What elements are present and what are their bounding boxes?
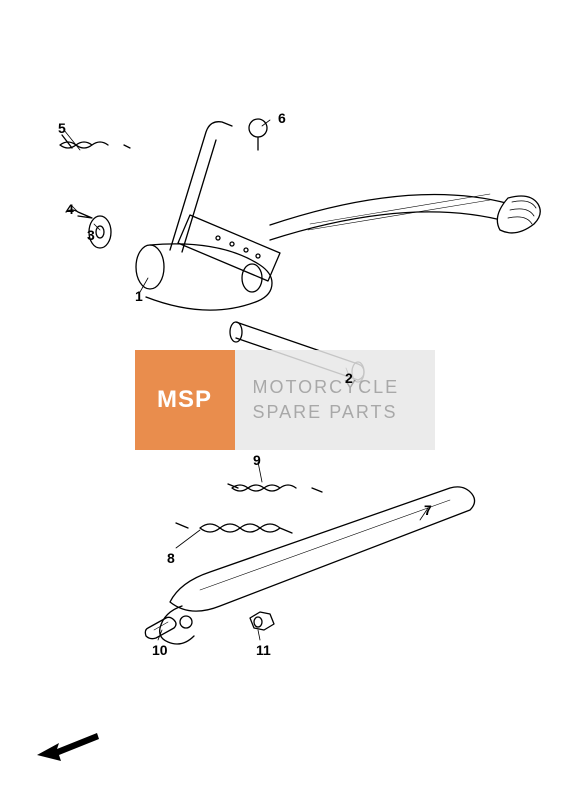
callout-10: 10 [152,642,168,658]
callout-2: 2 [345,370,353,386]
watermark-logo: MSP [135,350,235,450]
watermark-logo-text: MSP [157,386,212,414]
callout-7: 7 [424,502,432,518]
callout-4: 4 [66,201,74,217]
callout-3: 3 [87,227,95,243]
watermark-line1: MOTORCYCLE [253,375,435,400]
watermark-line2: SPARE PARTS [253,400,435,425]
callout-9: 9 [253,452,261,468]
parts-diagram: MSP MOTORCYCLE SPARE PARTS 1 2 3 4 5 6 7… [0,0,569,800]
callout-8: 8 [167,550,175,566]
watermark-panel: MSP MOTORCYCLE SPARE PARTS [135,350,435,450]
direction-arrow-icon [35,725,105,765]
callout-1: 1 [135,288,143,304]
callout-11: 11 [256,642,271,658]
watermark-text: MOTORCYCLE SPARE PARTS [235,375,435,425]
callout-6: 6 [278,110,286,126]
callout-5: 5 [58,120,66,136]
